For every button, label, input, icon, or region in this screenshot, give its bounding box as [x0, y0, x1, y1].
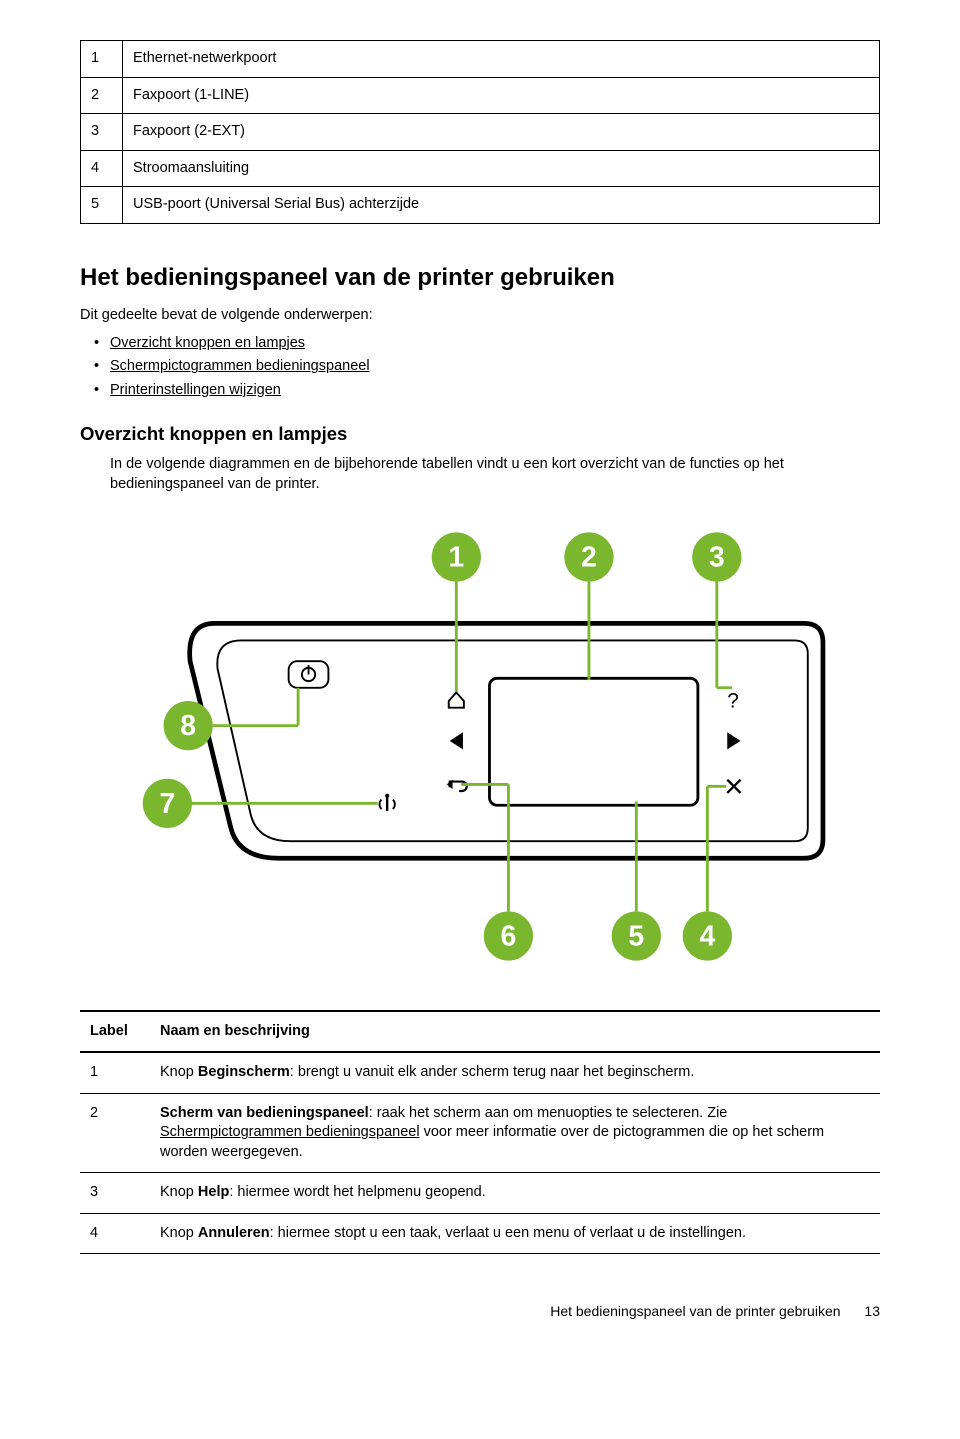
- svg-text:5: 5: [628, 920, 644, 952]
- topic-link[interactable]: Overzicht knoppen en lampjes: [110, 335, 305, 351]
- description-row-number: 3: [80, 1173, 150, 1214]
- topic-item: Printerinstellingen wijzigen: [110, 381, 880, 401]
- sub-title: Overzicht knoppen en lampjes: [80, 422, 880, 447]
- description-table-body: 1Knop Beginscherm: brengt u vanuit elk a…: [80, 1052, 880, 1254]
- ports-row-number: 5: [81, 187, 123, 224]
- ports-row-number: 2: [81, 77, 123, 114]
- desc-header-label: Label: [80, 1011, 150, 1053]
- ports-table-row: 1Ethernet-netwerkpoort: [81, 41, 880, 78]
- ports-row-label: Stroomaansluiting: [123, 150, 880, 187]
- description-row: 4Knop Annuleren: hiermee stopt u een taa…: [80, 1213, 880, 1254]
- ports-row-label: Ethernet-netwerkpoort: [123, 41, 880, 78]
- description-bold-term: Help: [198, 1184, 229, 1200]
- topics-list: Overzicht knoppen en lampjes Schermpictog…: [80, 334, 880, 401]
- footer-page-number: 13: [864, 1303, 880, 1319]
- ports-table-row: 4Stroomaansluiting: [81, 150, 880, 187]
- ports-table-body: 1Ethernet-netwerkpoort2Faxpoort (1-LINE)…: [81, 41, 880, 224]
- svg-text:1: 1: [448, 541, 464, 573]
- help-icon: ?: [727, 689, 739, 712]
- ports-table-row: 3Faxpoort (2-EXT): [81, 114, 880, 151]
- intro-line: Dit gedeelte bevat de volgende onderwerp…: [80, 306, 880, 326]
- control-panel-diagram: ? 1 2 3 8 7 6 5 4: [80, 519, 880, 974]
- svg-text:7: 7: [159, 787, 175, 819]
- sub-paragraph: In de volgende diagrammen en de bijbehor…: [80, 455, 880, 494]
- right-arrow-icon: [727, 732, 740, 749]
- ports-table-row: 2Faxpoort (1-LINE): [81, 77, 880, 114]
- description-row-text: Knop Beginscherm: brengt u vanuit elk an…: [150, 1052, 880, 1093]
- cancel-icon: [727, 779, 740, 792]
- description-table: Label Naam en beschrijving 1Knop Beginsc…: [80, 1010, 880, 1255]
- ports-table-row: 5USB-poort (Universal Serial Bus) achter…: [81, 187, 880, 224]
- description-bold-term: Annuleren: [198, 1225, 270, 1241]
- diagram-badges: 1 2 3 8 7 6 5 4: [143, 532, 742, 960]
- panel-inner-outline: [217, 640, 807, 841]
- topic-item: Schermpictogrammen bedieningspaneel: [110, 357, 880, 377]
- description-row-number: 4: [80, 1213, 150, 1254]
- svg-text:3: 3: [709, 541, 725, 573]
- ports-row-number: 3: [81, 114, 123, 151]
- diagram-svg: ? 1 2 3 8 7 6 5 4: [120, 519, 840, 974]
- description-bold-term: Beginscherm: [198, 1064, 290, 1080]
- wireless-icon: [379, 793, 394, 810]
- description-bold-term: Scherm van bedieningspaneel: [160, 1105, 369, 1121]
- diagram-badge: 2: [564, 532, 613, 581]
- diagram-badge: 1: [432, 532, 481, 581]
- svg-text:4: 4: [699, 920, 715, 952]
- svg-text:2: 2: [581, 541, 597, 573]
- description-row: 2Scherm van bedieningspaneel: raak het s…: [80, 1093, 880, 1173]
- page-footer: Het bedieningspaneel van de printer gebr…: [80, 1302, 880, 1321]
- diagram-badge: 6: [484, 911, 533, 960]
- ports-row-label: Faxpoort (2-EXT): [123, 114, 880, 151]
- description-row: 3Knop Help: hiermee wordt het helpmenu g…: [80, 1173, 880, 1214]
- desc-header-name: Naam en beschrijving: [150, 1011, 880, 1053]
- diagram-badge: 7: [143, 778, 192, 827]
- ports-row-label: Faxpoort (1-LINE): [123, 77, 880, 114]
- description-inline-link[interactable]: Schermpictogrammen bedieningspaneel: [160, 1124, 420, 1140]
- diagram-badge: 4: [683, 911, 732, 960]
- diagram-badge: 8: [164, 701, 213, 750]
- power-button-icon: [289, 661, 329, 688]
- ports-table: 1Ethernet-netwerkpoort2Faxpoort (1-LINE)…: [80, 40, 880, 224]
- ports-row-label: USB-poort (Universal Serial Bus) achterz…: [123, 187, 880, 224]
- section-title: Het bedieningspaneel van de printer gebr…: [80, 262, 880, 294]
- home-icon: [449, 692, 464, 707]
- topic-item: Overzicht knoppen en lampjes: [110, 334, 880, 354]
- description-row: 1Knop Beginscherm: brengt u vanuit elk a…: [80, 1052, 880, 1093]
- diagram-badge: 3: [692, 532, 741, 581]
- topic-link[interactable]: Printerinstellingen wijzigen: [110, 382, 281, 398]
- display-screen: [489, 678, 697, 805]
- left-arrow-icon: [450, 732, 463, 749]
- description-row-text: Knop Annuleren: hiermee stopt u een taak…: [150, 1213, 880, 1254]
- svg-text:6: 6: [501, 920, 517, 952]
- ports-row-number: 4: [81, 150, 123, 187]
- topic-link[interactable]: Schermpictogrammen bedieningspaneel: [110, 358, 370, 374]
- diagram-badge: 5: [612, 911, 661, 960]
- description-row-text: Knop Help: hiermee wordt het helpmenu ge…: [150, 1173, 880, 1214]
- description-row-number: 1: [80, 1052, 150, 1093]
- footer-text: Het bedieningspaneel van de printer gebr…: [550, 1303, 840, 1319]
- ports-row-number: 1: [81, 41, 123, 78]
- svg-text:8: 8: [180, 710, 196, 742]
- description-row-text: Scherm van bedieningspaneel: raak het sc…: [150, 1093, 880, 1173]
- description-row-number: 2: [80, 1093, 150, 1173]
